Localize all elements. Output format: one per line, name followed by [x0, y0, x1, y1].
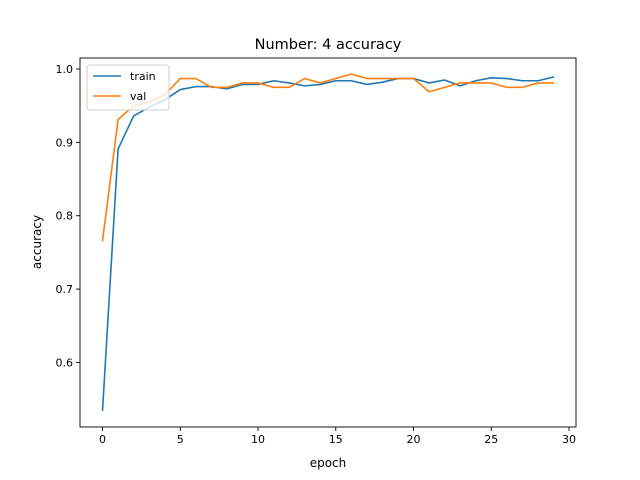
x-tick-label: 0: [99, 433, 106, 446]
plot-area-frame: [79, 57, 577, 428]
legend-box: [86, 64, 170, 111]
x-tick-label: 30: [562, 433, 576, 446]
x-tick-label: 15: [329, 433, 343, 446]
legend: train val: [86, 64, 170, 111]
x-tick-label: 20: [407, 433, 421, 446]
x-tick-label: 5: [177, 433, 184, 446]
x-tick-label: 10: [251, 433, 265, 446]
y-tick-label: 0.6: [56, 356, 74, 369]
x-axis: 0 5 10 15 20 25 30: [99, 427, 576, 446]
y-axis: 0.6 0.7 0.8 0.9 1.0: [56, 63, 80, 369]
x-axis-label: epoch: [310, 456, 347, 470]
series-layer: [101, 73, 555, 411]
y-tick-label: 0.8: [56, 210, 74, 223]
series-line-train: [101, 76, 555, 411]
chart-title: Number: 4 accuracy: [255, 37, 402, 53]
y-tick-label: 0.9: [56, 136, 74, 149]
y-tick-label: 1.0: [56, 63, 74, 76]
x-tick-label: 25: [484, 433, 498, 446]
y-axis-label: accuracy: [30, 215, 44, 269]
y-tick-label: 0.7: [56, 283, 74, 296]
series-line-val: [101, 73, 555, 242]
legend-label-train: train: [130, 70, 156, 83]
legend-label-val: val: [130, 90, 146, 103]
